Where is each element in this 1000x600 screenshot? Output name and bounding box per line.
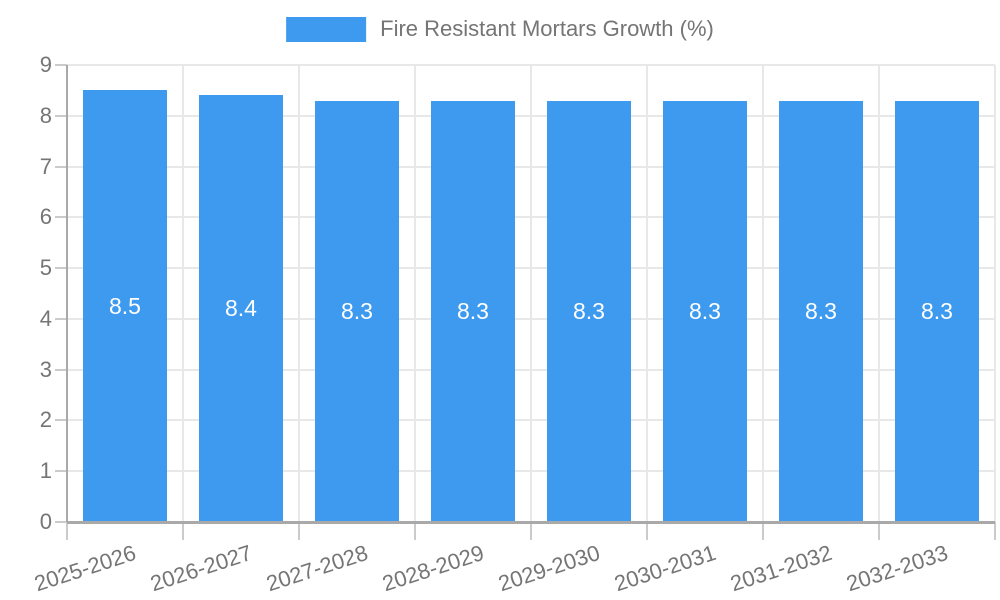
bar: 8.3 (431, 100, 515, 522)
x-tick (182, 522, 184, 540)
chart-legend[interactable]: Fire Resistant Mortars Growth (%) (286, 16, 714, 42)
y-tick-label: 5 (39, 255, 52, 281)
bar-value-label: 8.3 (341, 297, 373, 324)
bar: 8.3 (547, 100, 631, 522)
y-tick-label: 9 (39, 52, 52, 77)
x-axis-line (67, 521, 995, 524)
y-tick-label: 1 (39, 458, 52, 484)
x-tick (298, 522, 300, 540)
v-gridline (530, 65, 532, 522)
bar-value-label: 8.3 (805, 297, 837, 324)
y-tick-label: 6 (39, 204, 52, 230)
y-tick (55, 470, 67, 473)
y-tick-label: 2 (39, 407, 52, 433)
v-gridline (878, 65, 880, 522)
y-tick-label: 7 (39, 153, 52, 179)
v-gridline (646, 65, 648, 522)
y-tick (55, 317, 67, 320)
y-tick (55, 64, 67, 66)
x-tick-label: 2029-2030 (494, 540, 603, 597)
y-tick-label: 0 (39, 509, 52, 534)
bar-value-label: 8.3 (573, 297, 605, 324)
v-gridline (298, 65, 300, 522)
bar: 8.4 (199, 95, 283, 522)
y-tick (55, 267, 67, 270)
x-tick (646, 522, 648, 540)
x-tick (66, 522, 68, 540)
x-tick (878, 522, 880, 540)
legend-swatch (286, 16, 367, 42)
bar: 8.3 (895, 100, 979, 522)
bar: 8.3 (779, 100, 863, 522)
bar-value-label: 8.4 (225, 295, 257, 322)
v-gridline (182, 65, 184, 522)
v-gridline (762, 65, 764, 522)
bar-value-label: 8.3 (689, 297, 721, 324)
y-tick (55, 114, 67, 117)
y-tick-label: 4 (39, 305, 52, 331)
bar-value-label: 8.3 (457, 297, 489, 324)
x-tick-label: 2032-2033 (842, 540, 951, 597)
bar-value-label: 8.3 (921, 297, 953, 324)
x-tick-label: 2028-2029 (378, 540, 487, 597)
x-tick (994, 522, 996, 540)
bar: 8.3 (663, 100, 747, 522)
y-tick (55, 419, 67, 422)
v-gridline (994, 65, 996, 522)
y-tick-label: 3 (39, 356, 52, 382)
legend-label: Fire Resistant Mortars Growth (%) (380, 16, 714, 41)
y-tick (55, 216, 67, 219)
bar: 8.5 (83, 90, 167, 522)
x-tick (762, 522, 764, 540)
x-tick-label: 2025-2026 (30, 540, 139, 597)
y-tick (55, 368, 67, 371)
bar-value-label: 8.5 (109, 292, 141, 319)
x-tick (414, 522, 416, 540)
bar: 8.3 (315, 100, 399, 522)
y-axis-line (66, 65, 68, 522)
x-tick (530, 522, 532, 540)
x-tick-label: 2027-2028 (262, 540, 371, 597)
y-tick-label: 8 (39, 102, 52, 128)
x-tick-label: 2026-2027 (146, 540, 255, 597)
y-tick (55, 165, 67, 168)
v-gridline (414, 65, 416, 522)
x-tick-label: 2030-2031 (610, 540, 719, 597)
x-tick-label: 2031-2032 (726, 540, 835, 597)
y-tick (55, 521, 67, 523)
